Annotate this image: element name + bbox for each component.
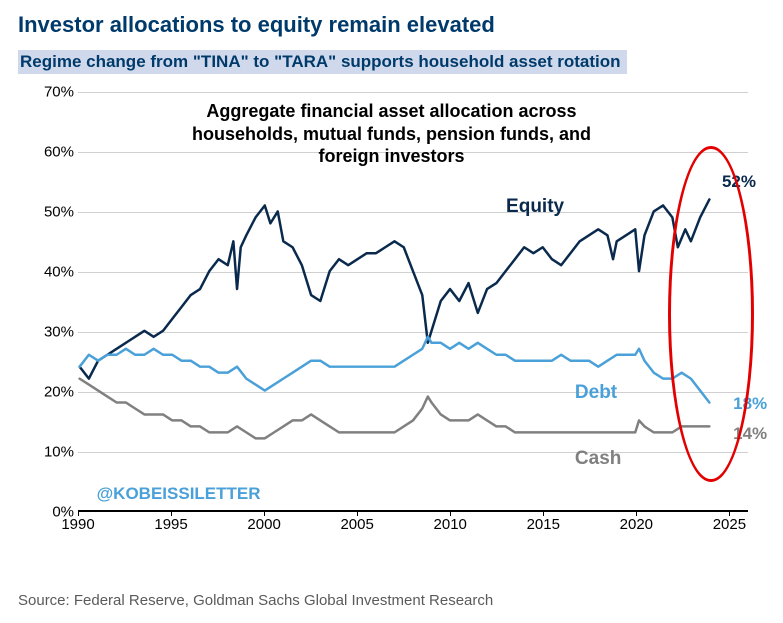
- x-tick-label: 2020: [620, 516, 653, 533]
- series-label-equity: Equity: [506, 196, 564, 218]
- y-tick-label: 40%: [18, 264, 74, 281]
- x-tick-label: 2025: [713, 516, 746, 533]
- chart-container: 0%10%20%30%40%50%60%70% 1990199520002005…: [18, 82, 765, 562]
- source-text: Source: Federal Reserve, Goldman Sachs G…: [18, 592, 493, 609]
- x-tick-label: 2015: [527, 516, 560, 533]
- x-tick-label: 2010: [434, 516, 467, 533]
- x-tick-label: 2000: [247, 516, 280, 533]
- series-label-cash: Cash: [575, 448, 621, 470]
- y-tick-label: 60%: [18, 144, 74, 161]
- y-tick-label: 30%: [18, 324, 74, 341]
- y-tick-label: 50%: [18, 204, 74, 221]
- highlight-ellipse: [668, 146, 754, 482]
- series-line-equity: [80, 199, 710, 378]
- x-tick-label: 1990: [61, 516, 94, 533]
- series-label-debt: Debt: [575, 382, 617, 404]
- x-tick-label: 1995: [154, 516, 187, 533]
- chart-subtitle: Regime change from "TINA" to "TARA" supp…: [18, 50, 627, 74]
- annotation-note: Aggregate financial asset allocation acr…: [192, 100, 592, 168]
- y-tick-label: 70%: [18, 84, 74, 101]
- chart-title: Investor allocations to equity remain el…: [18, 12, 765, 38]
- y-tick-label: 20%: [18, 384, 74, 401]
- watermark: @KOBEISSILETTER: [97, 484, 261, 504]
- x-tick-label: 2005: [340, 516, 373, 533]
- y-tick-label: 10%: [18, 444, 74, 461]
